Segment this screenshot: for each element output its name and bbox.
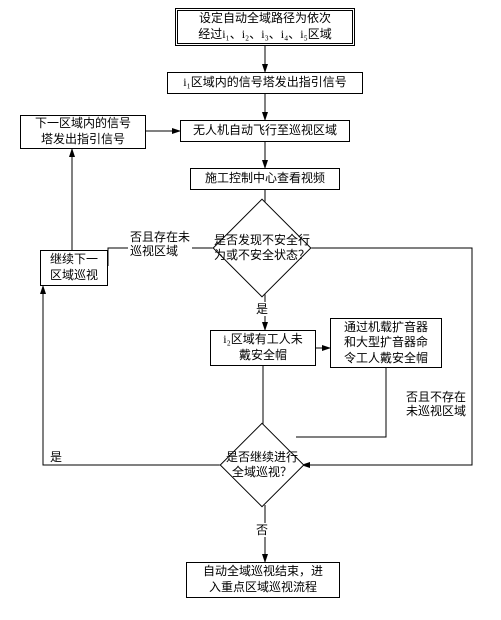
decision-d2 bbox=[220, 423, 305, 508]
edge-label-l1: 否且存在未巡视区域 bbox=[128, 230, 192, 259]
node-n2: 无人机自动飞行至巡视区域 bbox=[180, 120, 350, 142]
edge-label-l3: 是 bbox=[48, 450, 64, 464]
node-left2: 下一区域内的信号塔发出指引信号 bbox=[20, 115, 146, 149]
node-end: 自动全域巡视结束，进入重点区域巡视流程 bbox=[186, 562, 340, 598]
node-left1: 继续下一区域巡视 bbox=[40, 250, 108, 286]
node-n4: i₂区域有工人未戴安全帽 bbox=[210, 330, 316, 366]
node-n5: 通过机载扩音器和大型扩音器命令工人戴安全帽 bbox=[330, 318, 442, 368]
decision-d1 bbox=[213, 199, 312, 298]
edge-label-l4: 否 bbox=[254, 523, 270, 537]
node-n1: i₁区域内的信号塔发出指引信号 bbox=[167, 72, 363, 94]
node-start: 设定自动全域路径为依次经过i₁、i₂、i₃、i₄、i₅区域 bbox=[175, 8, 355, 46]
edge-label-l2: 是 bbox=[254, 302, 270, 316]
edge-label-l5: 否且不存在未巡视区域 bbox=[404, 390, 468, 419]
node-n3: 施工控制中心查看视频 bbox=[190, 168, 340, 190]
